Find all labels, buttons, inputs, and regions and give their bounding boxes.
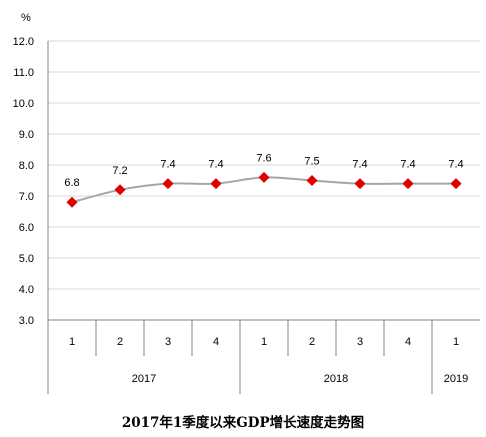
x-tick-label: 4 (213, 336, 219, 348)
y-tick-label: 10.0 (13, 98, 34, 110)
y-axis-unit-label: % (21, 12, 31, 24)
data-label: 6.8 (64, 177, 79, 189)
y-tick-label: 11.0 (13, 67, 34, 79)
data-point-marker (402, 178, 414, 190)
y-tick-label: 7.0 (19, 191, 34, 203)
data-point-marker (114, 184, 126, 196)
data-point-marker (162, 178, 174, 190)
data-label: 7.6 (256, 152, 271, 164)
data-point-marker (306, 175, 318, 186)
x-tick-label: 1 (261, 336, 267, 348)
data-point-marker (258, 171, 270, 183)
y-tick-label: 6.0 (19, 222, 34, 234)
data-label: 7.4 (352, 159, 367, 171)
data-label: 7.4 (208, 159, 223, 171)
x-tick-label: 3 (165, 336, 171, 348)
labels: 3.0 4.0 5.0 6.0 7.0 8.0 9.0 10.0 11.0 12.0 1 2 3 4 1 2 3… (13, 36, 469, 385)
axes (47, 41, 480, 394)
data-point-marker (66, 196, 78, 208)
y-tick-label: 8.0 (19, 160, 34, 172)
y-tick-label: 12.0 (13, 36, 34, 48)
data-label: 7.4 (400, 159, 415, 171)
data-point-marker (354, 178, 366, 190)
year-label: 2017 (132, 373, 156, 385)
gridlines (48, 40, 480, 290)
x-tick-label: 1 (69, 336, 75, 348)
markers (66, 171, 462, 208)
y-tick-label: 4.0 (19, 284, 34, 296)
y-tick-label: 3.0 (19, 315, 34, 327)
x-tick-label: 2 (309, 336, 315, 348)
x-tick-label: 4 (405, 336, 411, 348)
x-tick-label: 2 (117, 336, 123, 348)
year-label: 2018 (324, 373, 348, 385)
x-tick-label: 3 (357, 336, 363, 348)
data-label: 7.4 (448, 159, 463, 171)
x-tick-label: 1 (453, 336, 459, 348)
data-label: 7.2 (112, 165, 127, 177)
data-label: 7.5 (304, 156, 319, 168)
year-label: 2019 (444, 373, 468, 385)
data-label: 7.4 (160, 159, 175, 171)
data-point-marker (210, 178, 222, 190)
data-point-marker (450, 178, 462, 190)
y-tick-label: 9.0 (19, 129, 34, 141)
chart-title: 2017年1季度以来GDP增长速度走势图 (122, 414, 364, 431)
y-tick-label: 5.0 (19, 253, 34, 265)
